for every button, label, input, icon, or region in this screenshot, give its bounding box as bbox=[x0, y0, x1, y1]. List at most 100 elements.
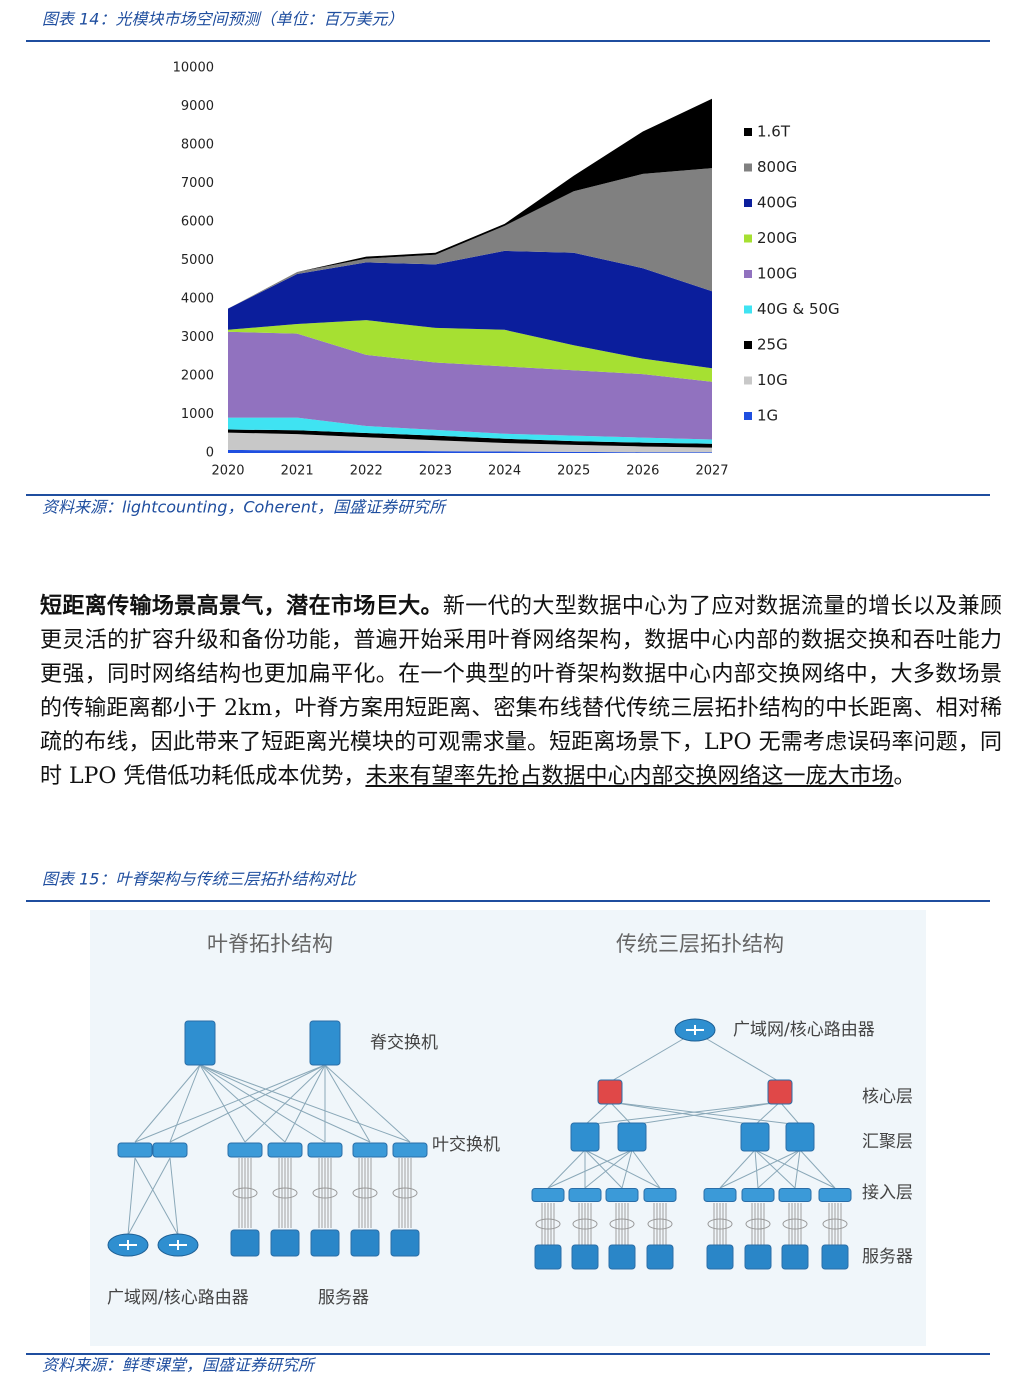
server-icon bbox=[350, 1229, 380, 1257]
link bbox=[609, 1031, 696, 1083]
server-icon bbox=[230, 1229, 260, 1257]
link bbox=[584, 1149, 633, 1189]
legend-swatch bbox=[744, 341, 752, 349]
link bbox=[799, 1149, 836, 1189]
area bbox=[228, 331, 712, 440]
y-tick-label: 10000 bbox=[173, 61, 214, 76]
link bbox=[754, 1101, 781, 1126]
legend-label: 40G & 50G bbox=[757, 300, 840, 318]
paragraph-end: 。 bbox=[893, 764, 916, 789]
link bbox=[631, 1101, 781, 1126]
fiber-ring bbox=[745, 1218, 771, 1230]
area bbox=[228, 250, 712, 369]
x-tick-label: 2021 bbox=[281, 464, 314, 479]
link bbox=[779, 1101, 801, 1126]
server-icon bbox=[270, 1229, 300, 1257]
aggregation-switch-icon bbox=[570, 1122, 600, 1152]
x-tick-label: 2024 bbox=[488, 464, 521, 479]
legend-label: 1.6T bbox=[757, 123, 791, 141]
server-icon bbox=[706, 1244, 734, 1270]
core-switch-icon bbox=[597, 1079, 623, 1105]
diagram-label: 接入层 bbox=[862, 1183, 913, 1203]
y-tick-label: 2000 bbox=[181, 369, 214, 384]
fiber-ring bbox=[609, 1218, 635, 1230]
x-tick-label: 2025 bbox=[557, 464, 590, 479]
spine-switch-icon bbox=[309, 1020, 341, 1066]
server-icon bbox=[608, 1244, 636, 1270]
fiber-ring bbox=[572, 1218, 598, 1230]
legend-swatch bbox=[744, 163, 752, 172]
legend-label: 1G bbox=[757, 407, 778, 425]
y-tick-label: 5000 bbox=[181, 253, 214, 268]
link bbox=[584, 1149, 661, 1189]
diagram-label: 汇聚层 bbox=[862, 1132, 913, 1152]
link bbox=[621, 1149, 633, 1189]
fiber-ring bbox=[535, 1218, 561, 1230]
area bbox=[228, 168, 712, 309]
legend-swatch bbox=[744, 270, 752, 278]
fiber-ring bbox=[272, 1187, 298, 1199]
legend-label: 100G bbox=[757, 265, 797, 283]
paragraph-text: 新一代的大型数据中心为了应对数据流量的增长以及兼顾更灵活的扩容升级和备份功能，普… bbox=[40, 594, 1002, 789]
link bbox=[127, 1157, 171, 1236]
fiber-ring bbox=[707, 1218, 733, 1230]
link bbox=[694, 1031, 781, 1083]
legend-label: 800G bbox=[757, 158, 797, 176]
y-tick-label: 1000 bbox=[181, 407, 214, 422]
legend-swatch bbox=[744, 199, 752, 207]
router-arrows bbox=[119, 1240, 137, 1250]
fiber-ring bbox=[392, 1187, 418, 1199]
link bbox=[754, 1149, 796, 1189]
area bbox=[228, 432, 712, 453]
diagram-label: 传统三层拓扑结构 bbox=[616, 932, 784, 956]
y-tick-label: 4000 bbox=[181, 292, 214, 307]
diagram-label: 广域网/核心路由器 bbox=[107, 1288, 249, 1308]
access-switch-icon bbox=[778, 1188, 812, 1202]
link bbox=[134, 1064, 326, 1143]
diagram-label: 广域网/核心路由器 bbox=[733, 1020, 875, 1040]
server-icon bbox=[646, 1244, 674, 1270]
source-note: 资料来源：lightcounting，Coherent，国盛证券研究所 bbox=[42, 498, 448, 517]
link bbox=[169, 1064, 326, 1143]
fiber-ring bbox=[352, 1187, 378, 1199]
link bbox=[584, 1101, 611, 1126]
server-icon bbox=[390, 1229, 420, 1257]
link bbox=[169, 1064, 201, 1143]
link bbox=[584, 1149, 623, 1189]
y-tick-label: 8000 bbox=[181, 138, 214, 153]
access-switch-icon bbox=[605, 1188, 639, 1202]
link bbox=[324, 1064, 371, 1143]
link bbox=[134, 1157, 179, 1236]
fiber-ring bbox=[232, 1187, 258, 1199]
server-icon bbox=[310, 1229, 340, 1257]
link bbox=[127, 1157, 136, 1236]
link bbox=[547, 1149, 633, 1189]
link bbox=[199, 1064, 326, 1143]
legend-swatch bbox=[744, 128, 752, 136]
underlined-text: 未来有望率先抢占数据中心内部交换网络这一庞大市场 bbox=[365, 764, 894, 789]
diagram-label: 叶脊拓扑结构 bbox=[207, 932, 333, 956]
link bbox=[547, 1149, 586, 1189]
router-arrows bbox=[169, 1240, 187, 1250]
area bbox=[228, 320, 712, 382]
access-switch-icon bbox=[703, 1188, 737, 1202]
link bbox=[794, 1149, 801, 1189]
fiber-ring bbox=[312, 1187, 338, 1199]
link bbox=[169, 1157, 179, 1236]
y-tick-label: 6000 bbox=[181, 215, 214, 230]
source-note: 资料来源：鲜枣课堂，国盛证券研究所 bbox=[42, 1356, 317, 1375]
leaf-switch-icon bbox=[152, 1142, 188, 1158]
aggregation-switch-icon bbox=[617, 1122, 647, 1152]
y-tick-label: 9000 bbox=[181, 99, 214, 114]
access-switch-icon bbox=[741, 1188, 775, 1202]
figure-caption: 图表 15：叶脊架构与传统三层拓扑结构对比 bbox=[42, 870, 357, 889]
legend-label: 400G bbox=[757, 194, 797, 212]
leaf-switch-icon bbox=[117, 1142, 153, 1158]
diagram-label: 叶交换机 bbox=[432, 1135, 500, 1155]
aggregation-switch-icon bbox=[785, 1122, 815, 1152]
body-paragraph: 短距离传输场景高景气，潜在市场巨大。新一代的大型数据中心为了应对数据流量的增长以… bbox=[40, 590, 1002, 794]
link bbox=[324, 1064, 411, 1143]
